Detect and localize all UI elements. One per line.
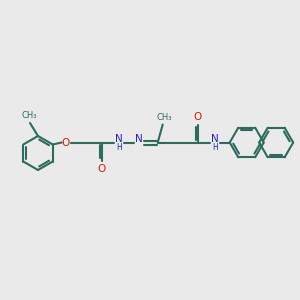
Text: CH₃: CH₃ bbox=[21, 112, 37, 121]
Text: O: O bbox=[61, 137, 70, 148]
Text: H: H bbox=[212, 143, 218, 152]
Text: N: N bbox=[211, 134, 219, 144]
Text: O: O bbox=[98, 164, 106, 173]
Text: O: O bbox=[194, 112, 202, 122]
Text: N: N bbox=[115, 134, 123, 144]
Text: CH₃: CH₃ bbox=[157, 113, 172, 122]
Text: N: N bbox=[135, 134, 142, 144]
Text: H: H bbox=[116, 143, 122, 152]
